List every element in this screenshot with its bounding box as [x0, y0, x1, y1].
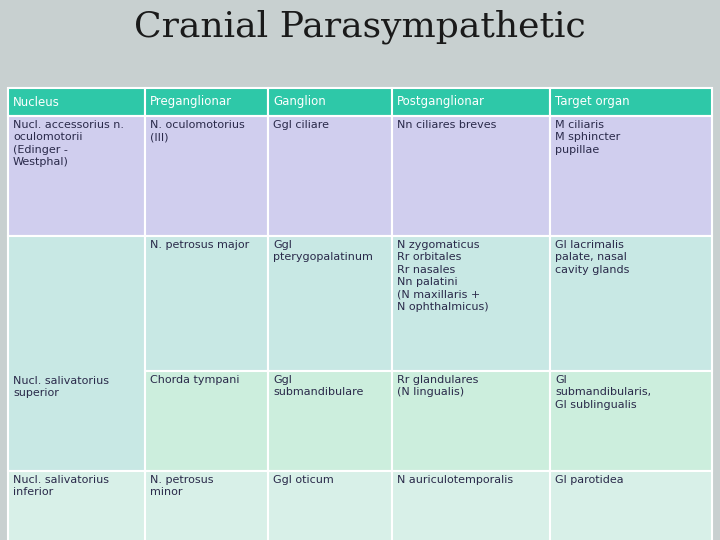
Bar: [145, 88, 269, 116]
Bar: [145, 236, 269, 371]
Bar: [269, 471, 392, 540]
Text: Chorda tympani: Chorda tympani: [150, 375, 240, 385]
Bar: [550, 471, 712, 540]
Text: Gl
submandibularis,
Gl sublingualis: Gl submandibularis, Gl sublingualis: [555, 375, 651, 410]
Text: N auriculotemporalis: N auriculotemporalis: [397, 475, 513, 485]
Text: N. petrosus
minor: N. petrosus minor: [150, 475, 214, 497]
Text: Ganglion: Ganglion: [274, 96, 326, 109]
Text: Ggl ciliare: Ggl ciliare: [274, 120, 330, 130]
Bar: [550, 116, 712, 236]
Text: Gl parotidea: Gl parotidea: [555, 475, 624, 485]
Bar: [392, 236, 550, 371]
Bar: [550, 236, 712, 371]
Bar: [392, 471, 550, 540]
Bar: [145, 371, 269, 471]
Bar: [550, 88, 712, 116]
Bar: [392, 371, 550, 471]
Bar: [145, 116, 269, 236]
Text: N zygomaticus
Rr orbitales
Rr nasales
Nn palatini
(N maxillaris +
N ophthalmicus: N zygomaticus Rr orbitales Rr nasales Nn…: [397, 240, 488, 312]
Text: Target organ: Target organ: [555, 96, 630, 109]
Text: Gl lacrimalis
palate, nasal
cavity glands: Gl lacrimalis palate, nasal cavity gland…: [555, 240, 629, 275]
Bar: [8, 116, 145, 236]
Bar: [392, 116, 550, 236]
Bar: [8, 471, 145, 540]
Text: N. oculomotorius
(III): N. oculomotorius (III): [150, 120, 245, 143]
Text: Nucl. salivatorius
inferior: Nucl. salivatorius inferior: [13, 475, 109, 497]
Text: Nucl. salivatorius
superior: Nucl. salivatorius superior: [13, 376, 109, 399]
Text: Rr glandulares
(N lingualis): Rr glandulares (N lingualis): [397, 375, 478, 397]
Text: N. petrosus major: N. petrosus major: [150, 240, 250, 250]
Bar: [269, 88, 392, 116]
Bar: [269, 371, 392, 471]
Text: Ggl oticum: Ggl oticum: [274, 475, 334, 485]
Bar: [145, 471, 269, 540]
Bar: [392, 88, 550, 116]
Text: Ggl
pterygopalatinum: Ggl pterygopalatinum: [274, 240, 374, 262]
Text: Nucl. accessorius n.
oculomotorii
(Edinger -
Westphal): Nucl. accessorius n. oculomotorii (Eding…: [13, 120, 124, 167]
Text: Postganglionar: Postganglionar: [397, 96, 485, 109]
Text: Nucleus: Nucleus: [13, 96, 60, 109]
Text: Cranial Parasympathetic: Cranial Parasympathetic: [134, 10, 586, 44]
Bar: [8, 236, 145, 471]
Bar: [550, 371, 712, 471]
Bar: [8, 88, 145, 116]
Text: Preganglionar: Preganglionar: [150, 96, 233, 109]
Bar: [269, 236, 392, 371]
Text: M ciliaris
M sphincter
pupillae: M ciliaris M sphincter pupillae: [555, 120, 621, 155]
Bar: [269, 116, 392, 236]
Text: Nn ciliares breves: Nn ciliares breves: [397, 120, 496, 130]
Text: Ggl
submandibulare: Ggl submandibulare: [274, 375, 364, 397]
